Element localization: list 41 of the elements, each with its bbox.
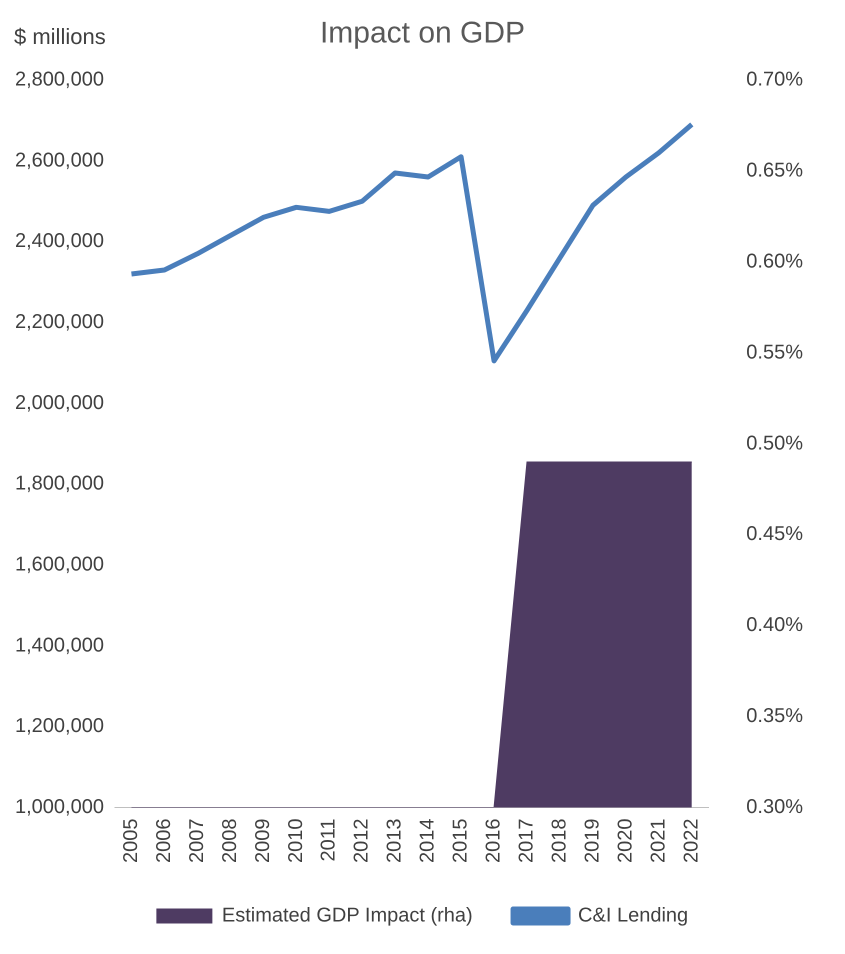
y-tick-label: 2,000,000: [14, 392, 104, 414]
x-tick-label: 2019: [581, 818, 604, 864]
chart-title: Impact on GDP: [320, 16, 526, 50]
y-tick-label: 1,600,000: [14, 554, 104, 576]
x-tick-label: 2012: [350, 818, 373, 864]
x-tick-label: 2011: [318, 818, 340, 862]
y2-tick-label: 0.35%: [746, 705, 804, 728]
y-axis-title: $ millions: [14, 24, 106, 50]
x-tick-label: 2017: [516, 818, 538, 864]
y2-tick-label: 0.55%: [746, 341, 804, 364]
y2-tick-label: 0.65%: [746, 159, 804, 182]
y2-tick-label: 0.70%: [746, 68, 804, 91]
x-tick-label: 2014: [416, 818, 439, 864]
x-tick-label: 2008: [218, 818, 241, 864]
y2-tick-label: 0.60%: [746, 250, 804, 272]
y-tick-label: 2,400,000: [14, 230, 104, 252]
x-tick-label: 2022: [680, 818, 702, 864]
x-tick-label: 2007: [186, 818, 208, 864]
x-tick-label: 2010: [284, 818, 307, 864]
y-tick-label: 1,000,000: [14, 796, 104, 818]
y-tick-label: 2,600,000: [14, 149, 104, 172]
y-tick-label: 1,200,000: [14, 715, 104, 738]
y-tick-label: 1,800,000: [14, 472, 104, 495]
x-tick-label: 2020: [614, 818, 636, 864]
y-tick-label: 2,200,000: [14, 311, 104, 334]
x-tick-label: 2015: [450, 818, 472, 864]
y-tick-label: 1,400,000: [14, 634, 104, 656]
y2-tick-label: 0.50%: [746, 432, 804, 454]
x-tick-label: 2016: [482, 818, 505, 864]
y-tick-label: 2,800,000: [14, 68, 104, 91]
x-tick-label: 2021: [647, 818, 670, 864]
x-tick-label: 2006: [152, 818, 175, 864]
y2-tick-label: 0.30%: [746, 796, 804, 818]
x-tick-label: 2005: [120, 818, 142, 864]
y2-tick-label: 0.40%: [746, 614, 804, 636]
legend-label: Estimated GDP Impact (rha): [222, 904, 473, 927]
x-tick-label: 2009: [252, 818, 274, 864]
y2-tick-label: 0.45%: [746, 523, 804, 546]
legend-label: C&I Lending: [578, 904, 688, 927]
x-tick-label: 2013: [384, 818, 406, 864]
x-tick-label: 2018: [548, 818, 570, 864]
